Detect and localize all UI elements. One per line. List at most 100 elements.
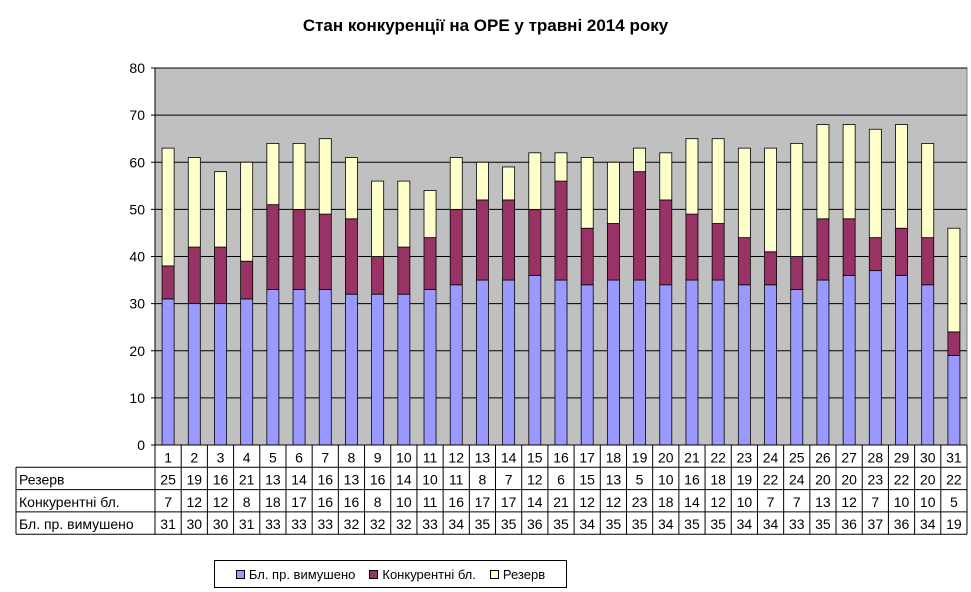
table-cell-value: 31 (239, 516, 255, 532)
y-tick-label: 10 (129, 390, 145, 406)
legend-item: Резерв (489, 567, 545, 582)
bar-segment-3 (449, 157, 463, 210)
table-cell-value: 34 (920, 516, 936, 532)
table-cell-value: 13 (815, 494, 831, 510)
table-cell-value: 16 (370, 472, 386, 488)
bar-segment-1 (868, 270, 882, 446)
x-tick-label: 13 (475, 449, 491, 465)
y-tick-label: 40 (129, 249, 145, 265)
x-tick-label: 18 (606, 449, 622, 465)
x-tick-label: 27 (841, 449, 857, 465)
table-cell-value: 37 (868, 516, 884, 532)
table-cell-value: 11 (423, 494, 438, 510)
bar-segment-3 (606, 161, 620, 224)
table-cell-value: 16 (344, 494, 360, 510)
legend-item: Конкурентні бл. (369, 567, 476, 582)
table-cell-value: 10 (396, 494, 412, 510)
bar-segment-1 (606, 279, 620, 446)
table-row-label: Резерв (19, 472, 64, 488)
bar-segment-2 (266, 204, 280, 290)
bar-segment-2 (397, 246, 411, 295)
x-tick-label: 31 (946, 449, 962, 465)
table-cell-value: 33 (265, 516, 281, 532)
bar-segment-2 (292, 208, 306, 290)
bar-segment-2 (685, 213, 699, 281)
table-cell-value: 36 (894, 516, 910, 532)
table-cell-value: 35 (684, 516, 700, 532)
bar-segment-2 (214, 246, 227, 305)
bar-segment-2 (816, 218, 830, 281)
bar-segment-3 (397, 180, 411, 248)
table-cell-value: 17 (291, 494, 307, 510)
x-tick-label: 19 (632, 449, 648, 465)
bar-segment-3 (371, 180, 385, 257)
bar-segment-1 (161, 298, 175, 446)
y-tick-label: 20 (129, 343, 145, 359)
x-tick-label: 4 (243, 449, 251, 465)
table-cell-value: 34 (448, 516, 464, 532)
bar-segment-1 (371, 293, 385, 446)
table-cell-value: 8 (374, 494, 382, 510)
bar-segment-3 (345, 157, 358, 220)
table-cell-value: 12 (527, 472, 543, 488)
table-cell-value: 7 (164, 494, 172, 510)
y-axis: 0 10 20 30 40 50 60 70 80 (129, 60, 156, 453)
table-cell-value: 19 (187, 472, 203, 488)
table-cell-value: 7 (871, 494, 879, 510)
table-cell-value: 14 (684, 494, 700, 510)
x-tick-label: 9 (374, 449, 382, 465)
bar-segment-1 (659, 284, 673, 446)
bar-segment-3 (816, 124, 830, 220)
bar-segment-3 (580, 157, 594, 229)
bar-segment-3 (214, 171, 227, 248)
x-tick-label: 23 (737, 449, 753, 465)
bar-segment-2 (711, 223, 725, 281)
table-cell-value: 34 (658, 516, 674, 532)
table-cell-value: 20 (815, 472, 831, 488)
table-cell-value: 8 (479, 472, 487, 488)
bar-segment-1 (423, 289, 437, 446)
table-cell-value: 8 (243, 494, 251, 510)
y-tick-label: 60 (129, 154, 145, 170)
table-cell-value: 12 (606, 494, 622, 510)
bar-segment-2 (921, 237, 935, 286)
table-cell-value: 12 (213, 494, 229, 510)
bar-segment-1 (345, 293, 358, 446)
table-cell-value: 16 (317, 494, 333, 510)
bar-segment-2 (947, 331, 961, 356)
table-cell-value: 7 (767, 494, 775, 510)
table-cell-value: 22 (894, 472, 910, 488)
y-tick-label: 80 (129, 60, 145, 76)
bar-segment-2 (842, 218, 856, 276)
x-tick-label: 28 (868, 449, 884, 465)
bar-segment-1 (475, 279, 489, 446)
bar-segment-2 (161, 265, 175, 300)
table-cell-value: 24 (789, 472, 805, 488)
x-tick-label: 30 (920, 449, 936, 465)
table-cell-value: 35 (606, 516, 622, 532)
bar-segment-3 (842, 124, 856, 220)
bar-segment-1 (580, 284, 594, 446)
bar-segment-3 (528, 152, 542, 210)
table-cell-value: 5 (950, 494, 958, 510)
table-cell-value: 32 (370, 516, 386, 532)
x-tick-label: 21 (684, 449, 700, 465)
x-tick-label: 16 (553, 449, 569, 465)
table-cell-value: 35 (815, 516, 831, 532)
bar-segment-3 (737, 147, 751, 239)
x-tick-label: 22 (710, 449, 726, 465)
table-cell-value: 34 (579, 516, 595, 532)
table-cell-value: 22 (946, 472, 962, 488)
table-row-label: Конкурентні бл. (19, 494, 120, 510)
bar-segment-2 (737, 237, 751, 286)
table-cell-value: 11 (449, 472, 464, 488)
bar-segment-2 (606, 223, 620, 281)
bar-segment-3 (659, 152, 673, 201)
table-cell-value: 21 (239, 472, 255, 488)
x-tick-label: 12 (448, 449, 464, 465)
table-cell-value: 17 (475, 494, 491, 510)
bar-segment-2 (449, 208, 463, 286)
y-tick-label: 0 (137, 437, 145, 453)
bar-segment-2 (345, 218, 358, 295)
bar-segment-1 (528, 274, 542, 446)
